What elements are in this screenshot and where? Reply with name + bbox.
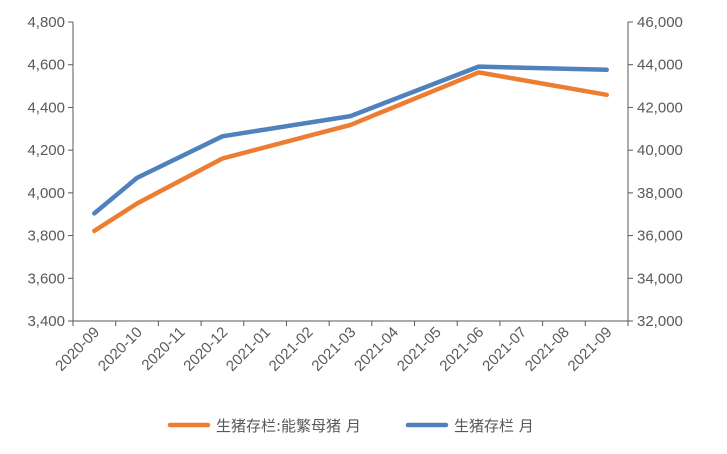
legend: 生猪存栏:能繁母猪 月 生猪存栏 月 xyxy=(167,417,534,435)
right-y-tick-label: 36,000 xyxy=(637,228,683,245)
left-y-tick-label: 3,600 xyxy=(27,270,65,287)
right-y-tick-label: 46,000 xyxy=(637,14,683,31)
right-y-tick-label: 32,000 xyxy=(637,313,683,330)
left-y-tick-label: 4,800 xyxy=(27,14,65,31)
x-tick-label: 2021-03 xyxy=(308,324,359,375)
left-y-tick-label: 4,200 xyxy=(27,142,65,159)
x-tick-label: 2021-09 xyxy=(565,324,616,375)
x-tick-label: 2021-01 xyxy=(223,324,274,375)
x-tick-label: 2021-05 xyxy=(394,324,445,375)
legend-label-hog-inventory: 生猪存栏 月 xyxy=(454,417,534,435)
right-y-tick-label: 44,000 xyxy=(637,57,683,74)
series-line-hog-inventory xyxy=(92,64,609,216)
left-y-tick-label: 4,400 xyxy=(27,99,65,116)
series-line-sow-inventory xyxy=(92,70,609,234)
x-tick-label: 2020-09 xyxy=(52,324,103,375)
x-tick-label: 2020-12 xyxy=(180,324,231,375)
right-y-tick-label: 38,000 xyxy=(637,185,683,202)
right-y-tick-label: 40,000 xyxy=(637,142,683,159)
series-lines xyxy=(92,64,609,234)
legend-label-sow-inventory: 生猪存栏:能繁母猪 月 xyxy=(216,417,361,435)
x-tick-label: 2021-07 xyxy=(479,324,530,375)
x-tick-label: 2021-08 xyxy=(522,324,573,375)
left-y-tick-label: 4,000 xyxy=(27,185,65,202)
x-tick-label: 2021-04 xyxy=(351,324,402,375)
right-y-tick-label: 34,000 xyxy=(637,270,683,287)
right-y-tick-label: 42,000 xyxy=(637,99,683,116)
left-y-tick-label: 3,800 xyxy=(27,228,65,245)
left-y-tick-label: 4,600 xyxy=(27,57,65,74)
left-y-tick-label: 3,400 xyxy=(27,313,65,330)
x-tick-label: 2021-06 xyxy=(436,324,487,375)
x-tick-label: 2020-10 xyxy=(95,324,146,375)
x-tick-label: 2020-11 xyxy=(138,324,188,374)
x-tick-label: 2021-02 xyxy=(266,324,317,375)
